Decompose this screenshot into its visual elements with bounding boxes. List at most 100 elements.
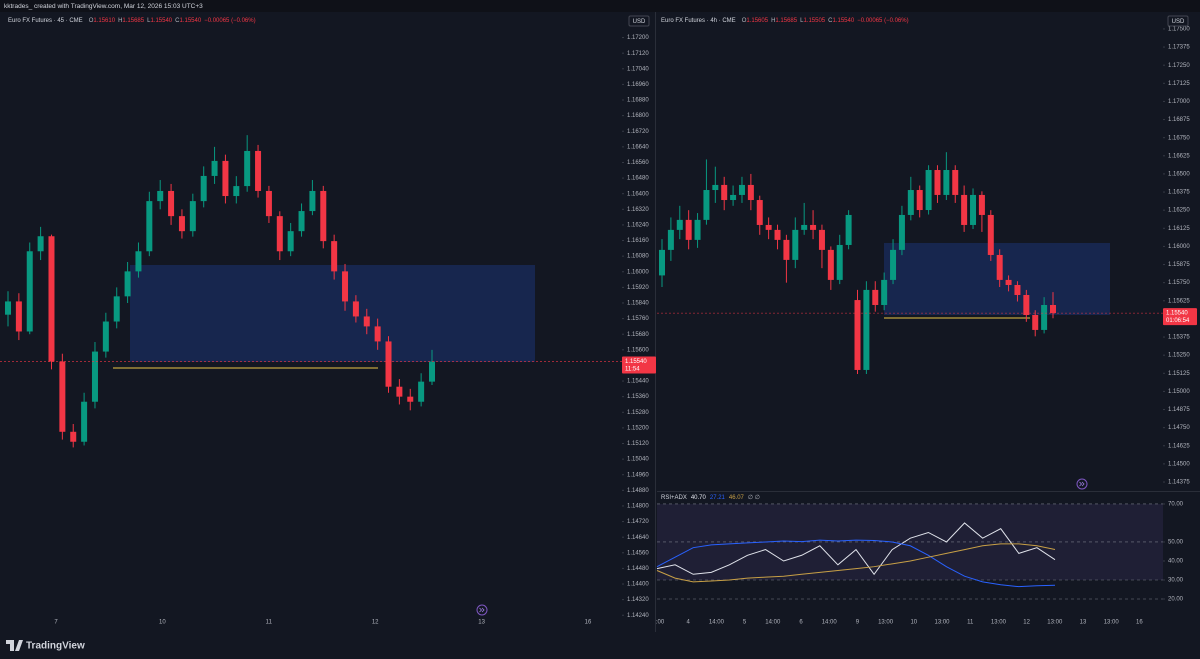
y-tick-label: 1.15120 [627,441,649,447]
ohlc-field: H [771,18,775,24]
candle-body [26,251,33,332]
currency: USD [1172,19,1185,25]
brand: TradingView [26,641,85,652]
x-tick-label: 13:00 [1047,620,1063,626]
y-tick-label: 1.14720 [627,519,649,525]
candle-body [48,236,55,362]
candle-body [694,219,701,240]
x-tick-label: 13:00 [878,620,894,626]
x-tick-label: 14:00 [822,620,838,626]
candle-body [667,229,674,250]
candle-body [970,194,977,225]
x-tick-label: 14:00 [709,620,725,626]
y-tick-label: 50.00 [1168,540,1184,546]
candle-body [1005,279,1012,285]
candle-body [113,296,120,322]
x-tick-label: 13:00 [991,620,1007,626]
ohlc-value: 1.15685 [775,18,797,24]
candle-body [925,170,932,211]
x-tick-label: 10 [159,620,166,626]
scroll-button[interactable] [1076,478,1088,490]
y-tick-label: 1.16375 [1168,190,1190,196]
y-tick-label: 1.16125 [1168,226,1190,232]
y-tick-label: 1.16960 [627,82,649,88]
y-tick-label: 1.15360 [627,394,649,400]
y-tick-label: 1.15250 [1168,353,1190,359]
candle-body [81,401,88,442]
price-label: 1.15540 [625,359,647,365]
candle-body [765,224,772,230]
y-tick-label: 1.16640 [627,144,649,150]
candle-body [244,150,251,187]
candle-body [836,244,843,280]
countdown: 01:06:54 [1166,318,1190,324]
y-tick-label: 1.15000 [1168,389,1190,395]
y-tick-label: 1.16880 [627,98,649,104]
ohlc-value: 1.15605 [746,18,768,24]
ohlc-field: O [89,18,94,24]
y-tick-label: 1.15040 [627,457,649,463]
x-tick-label: 12 [1023,620,1030,626]
y-tick-label: 70.00 [1168,502,1184,508]
candle-body [91,351,98,402]
indicator-line [656,522,1056,576]
scroll-button[interactable] [476,604,488,616]
change: −0.00065 (−0.06%) [204,18,255,24]
y-tick-label: 1.16560 [627,160,649,166]
y-tick-label: 1.16875 [1168,117,1190,123]
chart-layer: 1.17200 1.17120 1.17040 1.16960 1.16880 1.168… [0,15,1197,626]
candle-body [756,200,763,225]
candle-body [730,194,737,201]
candle-body [418,381,425,402]
ohlc-field: C [828,18,833,24]
y-tick-label: 1.16500 [1168,172,1190,178]
currency: USD [633,19,646,25]
candle-body [801,224,808,230]
y-tick-label: 1.14320 [627,597,649,603]
currency-box [628,15,650,27]
y-tick-label: 1.17375 [1168,45,1190,51]
candle-body [15,301,22,332]
candle-body [961,194,968,225]
price-label-box [622,356,656,374]
x-tick-label: 11 [266,620,273,626]
candle-body [898,214,905,250]
candle-body [943,170,950,195]
candle-body [276,216,283,252]
zone [130,265,535,362]
candle-body [721,184,728,201]
candle-body [1032,314,1039,330]
candle-body [863,289,870,370]
candle-body [407,396,414,402]
x-tick-label: 12 [372,620,379,626]
y-tick-label: 1.16240 [627,222,649,228]
y-tick-label: 1.16720 [627,129,649,135]
ohlc-field: C [175,18,180,24]
y-tick-label: 1.17250 [1168,63,1190,69]
candle-body [747,184,754,201]
x-tick-label: 13:00 [934,620,950,626]
candle-body [996,254,1003,280]
y-tick-label: 1.14375 [1168,480,1190,486]
indicator-line [656,539,1056,588]
candle-body [222,160,229,197]
y-tick-label: 1.16400 [627,191,649,197]
x-tick-label: 7 [54,620,58,626]
y-tick-label: 1.14880 [627,488,649,494]
candle-body [676,219,683,230]
y-tick-label: 1.15600 [627,347,649,353]
y-tick-label: 1.15920 [627,285,649,291]
y-tick-label: 1.17125 [1168,81,1190,87]
y-tick-label: 1.15280 [627,410,649,416]
candle-body [854,300,861,370]
x-tick-label: 5 [743,620,747,626]
y-tick-label: 1.16000 [1168,244,1190,250]
candle-body [102,321,109,352]
candle-body [298,211,305,232]
indicator-value: 40.70 [691,495,707,501]
x-tick-label: 14:00 [765,620,781,626]
y-tick-label: 1.15840 [627,301,649,307]
y-tick-label: 1.14800 [627,504,649,510]
